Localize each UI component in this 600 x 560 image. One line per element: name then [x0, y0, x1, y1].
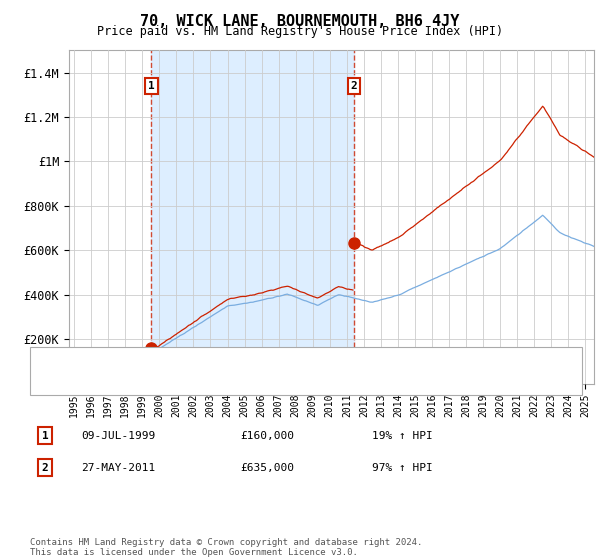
Text: £635,000: £635,000	[240, 463, 294, 473]
Text: 70, WICK LANE, BOURNEMOUTH, BH6 4JY (detached house): 70, WICK LANE, BOURNEMOUTH, BH6 4JY (det…	[87, 356, 412, 366]
Text: Contains HM Land Registry data © Crown copyright and database right 2024.
This d: Contains HM Land Registry data © Crown c…	[30, 538, 422, 557]
Text: Price paid vs. HM Land Registry's House Price Index (HPI): Price paid vs. HM Land Registry's House …	[97, 25, 503, 38]
Text: 2: 2	[350, 81, 357, 91]
Text: 27-MAY-2011: 27-MAY-2011	[81, 463, 155, 473]
Text: 1: 1	[148, 81, 155, 91]
Text: 19% ↑ HPI: 19% ↑ HPI	[372, 431, 433, 441]
Text: 97% ↑ HPI: 97% ↑ HPI	[372, 463, 433, 473]
Text: HPI: Average price, detached house, Bournemouth Christchurch and Poole: HPI: Average price, detached house, Bour…	[87, 376, 524, 386]
Text: £160,000: £160,000	[240, 431, 294, 441]
Text: 2: 2	[41, 463, 49, 473]
Text: 70, WICK LANE, BOURNEMOUTH, BH6 4JY: 70, WICK LANE, BOURNEMOUTH, BH6 4JY	[140, 14, 460, 29]
Text: 1: 1	[41, 431, 49, 441]
Text: 09-JUL-1999: 09-JUL-1999	[81, 431, 155, 441]
Bar	[151, 50, 353, 384]
